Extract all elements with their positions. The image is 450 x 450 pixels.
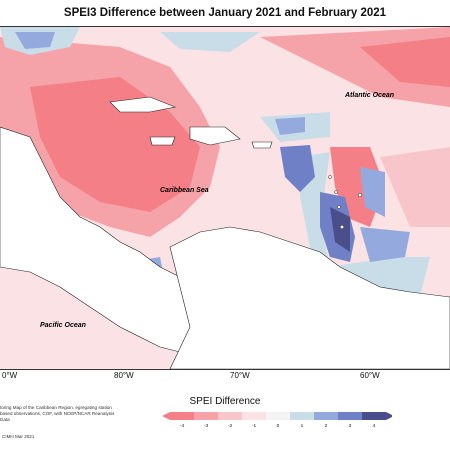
colorbar-segment (242, 412, 266, 420)
map-title: SPEI3 Difference between January 2021 an… (63, 7, 387, 19)
land-jamaica (149, 136, 176, 146)
colorbar-segment (266, 412, 290, 420)
credit: CIMH Mar 2021 (2, 434, 35, 439)
land-puerto-rico (251, 141, 273, 149)
colorbar-right-arrow (386, 412, 394, 420)
label-pacific-ocean: Pacific Ocean (40, 322, 86, 329)
lon-label: 70°W (230, 371, 250, 380)
colorbar-segment (170, 412, 194, 420)
island-marker (357, 192, 363, 198)
label-atlantic-ocean: Atlantic Ocean (344, 92, 394, 99)
legend-colorbar (160, 410, 394, 429)
lon-label: 60°W (360, 371, 380, 380)
positive-core-puerto-rico (280, 145, 315, 192)
colorbar-left-arrow (162, 412, 170, 420)
colorbar-segment (314, 412, 338, 420)
lon-label: 80°W (114, 371, 134, 380)
legend-title: SPEI Difference (189, 396, 261, 407)
negative-core-northeast (360, 37, 450, 87)
island-marker (339, 224, 345, 230)
legend-ticks: -4 -3 -2 -1 0 1 2 3 4 (160, 424, 390, 434)
colorbar-segment (194, 412, 218, 420)
legend-tick: 4 (372, 424, 376, 429)
positive-zone-guyana (360, 227, 410, 262)
positive-core-nw (15, 32, 55, 49)
colorbar-segment (290, 412, 314, 420)
colorbar-segment (338, 412, 362, 420)
legend-tick: -3 (203, 424, 209, 429)
legend-tick: 1 (300, 424, 304, 429)
island-marker (328, 175, 332, 179)
spei-map: Atlantic Ocean Caribbean Sea Pacific Oce… (0, 27, 450, 369)
positive-peak-trinidad (330, 207, 350, 252)
legend-tick: -1 (251, 424, 257, 429)
legend-tick: -2 (227, 424, 233, 429)
land-hispaniola (189, 126, 241, 146)
colorbar-segment (218, 412, 242, 420)
legend-tick: 3 (348, 424, 352, 429)
land-cuba (109, 96, 177, 113)
positive-zone-barbados (360, 167, 385, 217)
legend-tick: 0 (276, 424, 280, 429)
colorbar (162, 412, 394, 420)
positive-zone-north (160, 32, 260, 52)
negative-zone-east (380, 147, 450, 227)
lon-label: 0°W (2, 371, 18, 380)
map-panel: Atlantic Ocean Caribbean Sea Pacific Oce… (0, 26, 450, 370)
legend-tick: 2 (324, 424, 328, 429)
colorbar-segment (362, 412, 386, 420)
land-south-america (169, 226, 450, 369)
island-marker (334, 190, 338, 194)
positive-core-center (275, 117, 305, 135)
legend-tick: -4 (179, 424, 185, 429)
label-caribbean-sea: Caribbean Sea (160, 187, 209, 194)
positive-zone-east-caribbean (300, 152, 430, 297)
footnote: toring Map of the Caribbean Region. egre… (0, 405, 115, 422)
island-marker (337, 205, 341, 209)
